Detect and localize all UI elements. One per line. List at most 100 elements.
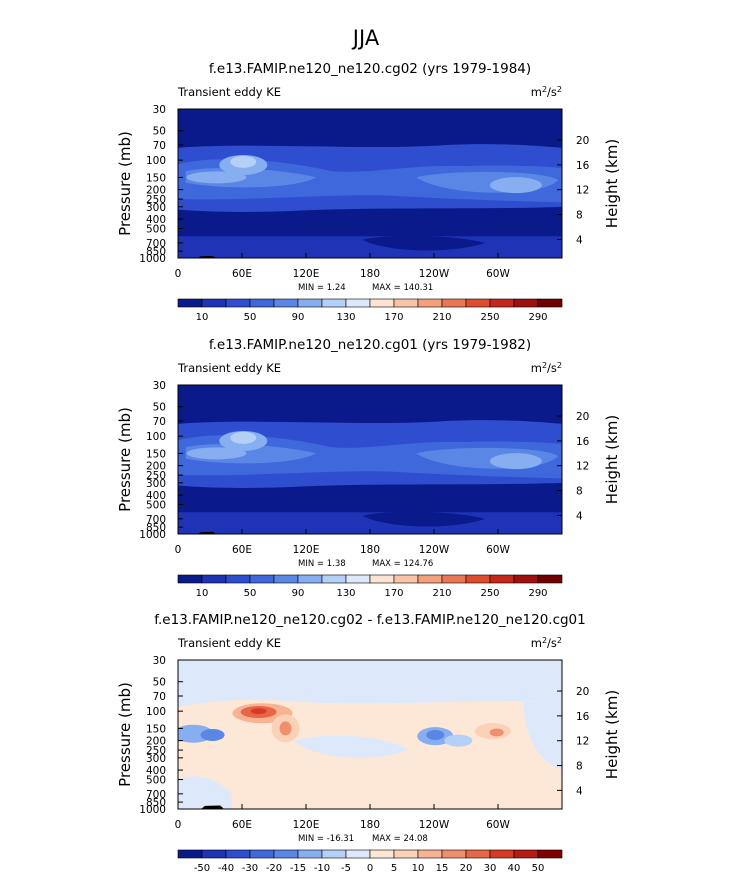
colorbar-label: 250 xyxy=(480,588,499,599)
colorbar-label: 20 xyxy=(460,863,473,873)
colorbar-label: 170 xyxy=(384,312,403,323)
x-tick-label: 120W xyxy=(419,544,450,556)
colorbar-label: 90 xyxy=(292,312,305,323)
colorbar-cell xyxy=(489,849,515,859)
field-label: Transient eddy KE xyxy=(177,636,281,650)
diff-pos-b-core xyxy=(279,721,292,736)
height-tick-label: 4 xyxy=(576,510,583,522)
units-part: 2 xyxy=(557,85,562,94)
y-tick-label: 30 xyxy=(153,655,166,667)
height-tick-label: 12 xyxy=(576,185,589,197)
colorbar-label: 15 xyxy=(436,863,449,873)
x-tick-label: 120W xyxy=(419,268,450,280)
colorbar-cell xyxy=(225,298,251,308)
y-tick-label: 150 xyxy=(146,172,166,184)
colorbar-cell xyxy=(369,574,395,584)
units-label: m2/s2 xyxy=(531,636,562,651)
height-tick-label: 20 xyxy=(576,135,589,147)
y2-axis-title: Height (km) xyxy=(603,415,621,504)
y-tick-label: 850 xyxy=(146,522,166,534)
height-tick-label: 8 xyxy=(576,486,583,498)
x-tick-label: 0 xyxy=(175,268,182,280)
y-tick-label: 300 xyxy=(146,753,166,765)
colorbar-cell xyxy=(297,298,323,308)
height-tick-label: 16 xyxy=(576,436,590,448)
colorbar-label: 130 xyxy=(336,588,355,599)
colorbar-cell xyxy=(273,298,299,308)
x-tick-label: 0 xyxy=(175,544,182,556)
y-tick-label: 100 xyxy=(146,431,166,443)
colorbar-cell xyxy=(249,298,275,308)
colorbar-cell xyxy=(513,574,539,584)
x-tick-label: 120E xyxy=(293,268,320,280)
y-tick-label: 50 xyxy=(153,677,166,689)
units-part: 2 xyxy=(542,361,547,370)
diff-neg-c xyxy=(444,734,473,747)
x-tick-label: 120W xyxy=(419,819,450,831)
y-tick-label: 150 xyxy=(146,723,166,735)
field-label: Transient eddy KE xyxy=(177,85,281,99)
height-tick-label: 20 xyxy=(576,411,589,423)
colorbar-cell xyxy=(345,849,371,859)
colorbar-cell xyxy=(321,298,347,308)
panels: f.e13.FAMIP.ne120_ne120.cg02 (yrs 1979-1… xyxy=(116,61,621,873)
colorbar-cell xyxy=(345,298,371,308)
colorbar-label: 5 xyxy=(391,863,397,873)
field-max-b xyxy=(489,453,542,470)
colorbar-cell xyxy=(465,574,491,584)
colorbar-label: 250 xyxy=(480,312,499,323)
topography xyxy=(201,805,225,809)
colorbar-label: 10 xyxy=(196,312,209,323)
colorbar-label: 290 xyxy=(528,312,547,323)
colorbar-cell xyxy=(177,298,203,308)
y-tick-label: 70 xyxy=(153,140,166,152)
y-tick-label: 50 xyxy=(153,126,166,138)
y-axis-title: Pressure (mb) xyxy=(116,131,134,236)
y2-axis-title: Height (km) xyxy=(603,690,621,779)
colorbar-label: 170 xyxy=(384,588,403,599)
y-tick-label: 1000 xyxy=(139,804,166,816)
y-tick-label: 30 xyxy=(153,104,166,116)
y-tick-label: 300 xyxy=(146,202,166,214)
units-part: m xyxy=(531,636,542,650)
x-tick-label: 60W xyxy=(486,544,510,556)
y-tick-label: 50 xyxy=(153,402,166,414)
colorbar-label: 50 xyxy=(244,312,257,323)
x-tick-label: 0 xyxy=(175,819,182,831)
y-axis-title: Pressure (mb) xyxy=(116,407,134,512)
height-tick-label: 20 xyxy=(576,686,589,698)
field-max-b xyxy=(489,177,542,194)
colorbar-cell xyxy=(537,574,563,584)
panel-1: f.e13.FAMIP.ne120_ne120.cg02 (yrs 1979-1… xyxy=(116,61,621,323)
x-tick-label: 180 xyxy=(360,544,380,556)
y-tick-label: 500 xyxy=(146,500,166,512)
colorbar-cell xyxy=(297,849,323,859)
colorbar-cell xyxy=(417,574,443,584)
x-tick-label: 120E xyxy=(293,819,320,831)
height-tick-label: 8 xyxy=(576,210,583,222)
colorbar-cell xyxy=(441,849,467,859)
x-tick-label: 180 xyxy=(360,268,380,280)
y-tick-label: 500 xyxy=(146,224,166,236)
min-text: MIN = 1.24 xyxy=(298,283,346,293)
x-tick-label: 120E xyxy=(293,544,320,556)
max-text: MAX = 24.08 xyxy=(372,834,428,844)
colorbar-label: 210 xyxy=(432,588,451,599)
colorbar-cell xyxy=(369,298,395,308)
colorbar-cell xyxy=(249,849,275,859)
colorbar-label: 50 xyxy=(244,588,257,599)
height-tick-label: 8 xyxy=(576,761,583,773)
colorbar-cell xyxy=(489,574,515,584)
y-tick-label: 70 xyxy=(153,691,166,703)
diff-pos-c-core xyxy=(489,728,504,737)
y-tick-label: 700 xyxy=(146,238,166,250)
colorbar-cell xyxy=(489,298,515,308)
colorbar-label: 210 xyxy=(432,312,451,323)
colorbar-label: 10 xyxy=(196,588,209,599)
min-text: MIN = -16.31 xyxy=(298,834,354,844)
colorbar-label: 130 xyxy=(336,312,355,323)
colorbar-label: 30 xyxy=(484,863,497,873)
field-max-c xyxy=(186,447,247,460)
colorbar-label: -5 xyxy=(341,863,351,873)
